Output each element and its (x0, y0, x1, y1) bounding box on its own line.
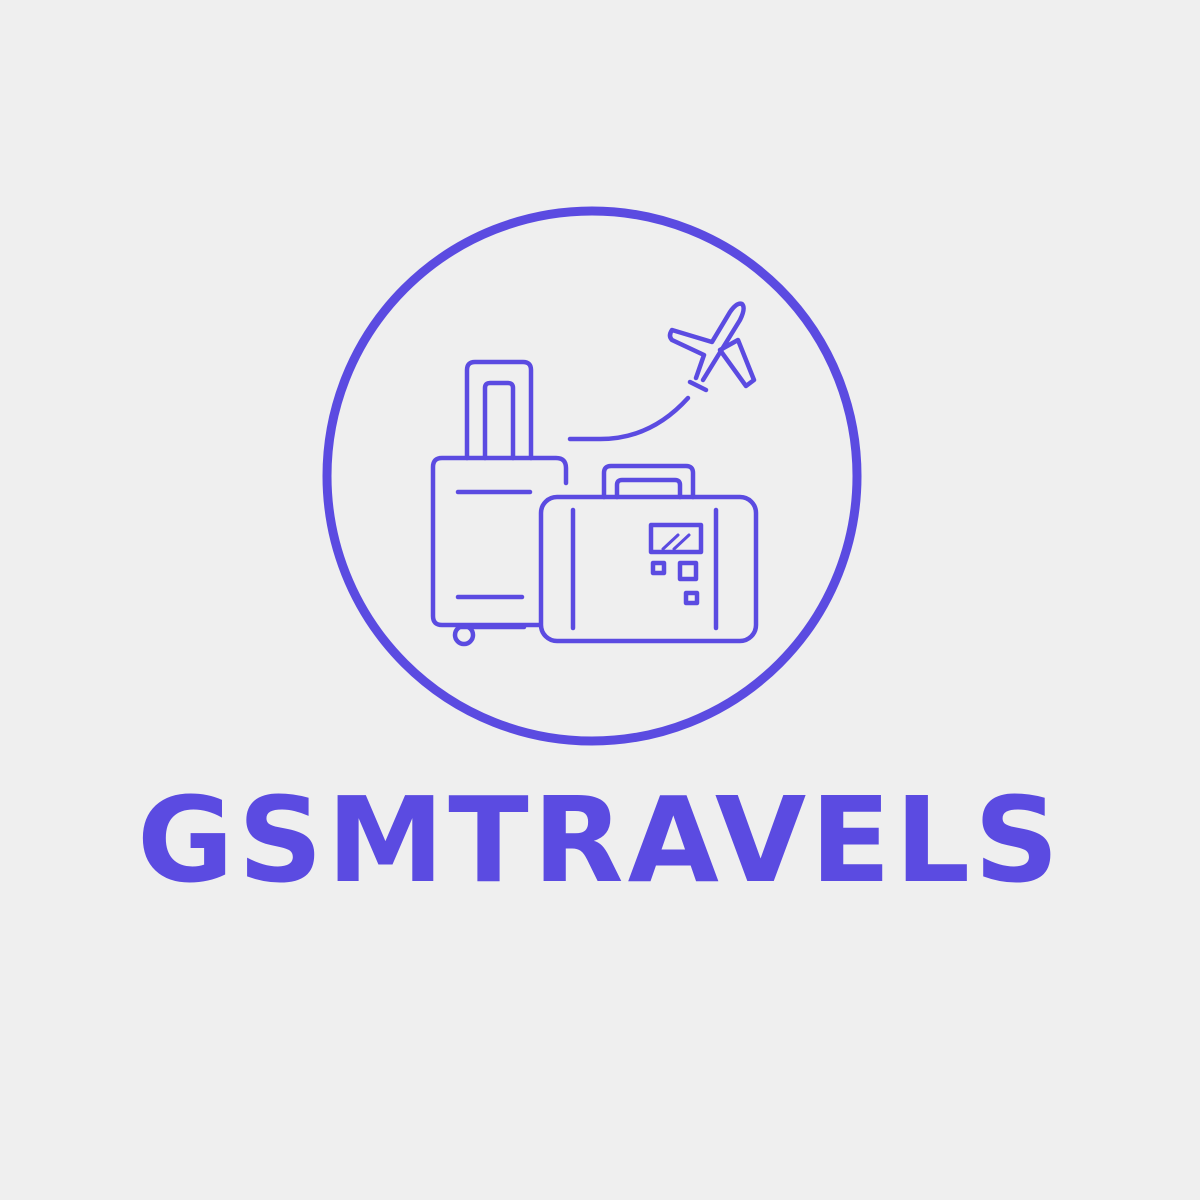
rolling-suitcase-icon (430, 359, 569, 647)
briefcase-suitcase-icon (538, 463, 759, 644)
flight-trail (567, 395, 691, 442)
brand-name: GSMTRAVELS (136, 771, 1064, 909)
logo-emblem (322, 206, 862, 746)
emblem-ring (322, 206, 862, 746)
airplane-icon (667, 301, 757, 393)
